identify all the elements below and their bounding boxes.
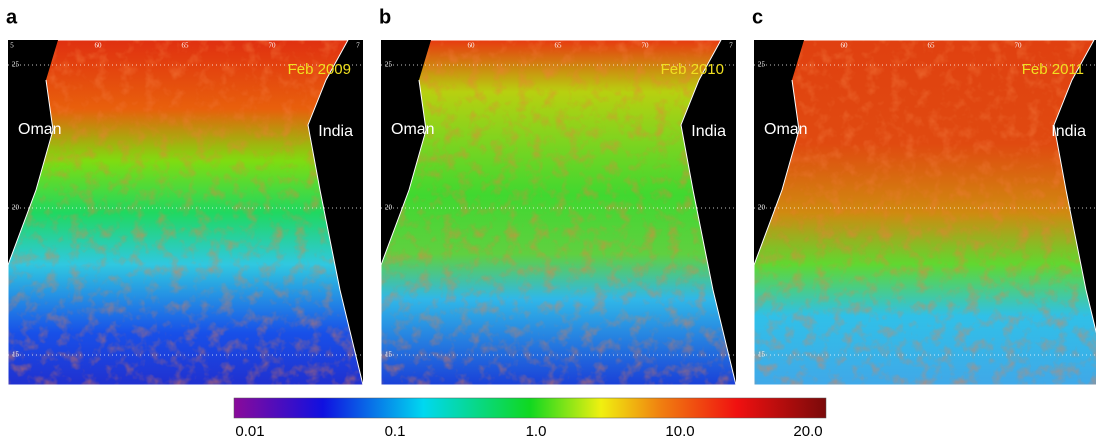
region-label: India <box>691 123 726 140</box>
lat-label: 15 <box>758 351 766 359</box>
colorbar-label: 1.0 <box>526 423 547 440</box>
map-panel: 25 20 15 5 60 65 70 7 Feb 2009 Oman India <box>8 40 363 385</box>
colorbar <box>234 398 826 418</box>
colorbar-label: 0.01 <box>235 423 264 440</box>
lat-label: 20 <box>758 204 766 212</box>
panel-label: c <box>752 6 763 28</box>
lat-label: 15 <box>385 351 393 359</box>
date-label: Feb 2009 <box>288 61 351 78</box>
lon-label: 5 <box>10 42 14 50</box>
lon-label: 65 <box>555 42 563 50</box>
lat-label: 25 <box>385 61 393 69</box>
lat-label: 20 <box>385 204 393 212</box>
map-body: 25 20 15 60 65 70 Feb 2011 Oman India <box>754 40 1096 385</box>
region-label: India <box>318 123 353 140</box>
panel-label: b <box>379 6 391 28</box>
lat-label: 25 <box>758 61 766 69</box>
lon-label: 60 <box>468 42 476 50</box>
region-label: India <box>1051 123 1086 140</box>
figure: a 25 20 15 5 60 65 70 7 Feb 2009 Oman India b 25 20 15 6… <box>0 0 1096 441</box>
map-body: 25 20 15 60 65 70 7 Feb 2010 Oman India <box>381 40 736 385</box>
region-label: Oman <box>18 121 62 138</box>
lat-label: 25 <box>12 61 20 69</box>
map-body: 25 20 15 5 60 65 70 7 Feb 2009 Oman India <box>8 40 363 385</box>
texture <box>754 40 1096 385</box>
texture <box>8 40 363 385</box>
lon-label: 60 <box>95 42 103 50</box>
lat-label: 15 <box>12 351 20 359</box>
lon-label: 70 <box>642 42 650 50</box>
colorbar-label: 20.0 <box>793 423 822 440</box>
lon-label: 70 <box>269 42 277 50</box>
colorbar-label: 0.1 <box>385 423 406 440</box>
map-panel: 25 20 15 60 65 70 7 Feb 2010 Oman India <box>381 40 736 385</box>
region-label: Oman <box>391 121 435 138</box>
lon-label: 65 <box>182 42 190 50</box>
lon-label: 7 <box>356 42 360 50</box>
region-label: Oman <box>764 121 808 138</box>
map-panel: 25 20 15 60 65 70 Feb 2011 Oman India <box>754 40 1096 385</box>
lat-label: 20 <box>12 204 20 212</box>
lon-label: 60 <box>841 42 849 50</box>
lon-label: 70 <box>1015 42 1023 50</box>
lon-label: 65 <box>928 42 936 50</box>
panel-label: a <box>6 6 18 28</box>
colorbar-label: 10.0 <box>665 423 694 440</box>
date-label: Feb 2010 <box>661 61 724 78</box>
lon-label: 7 <box>729 42 733 50</box>
texture <box>381 40 736 385</box>
date-label: Feb 2011 <box>1022 61 1084 78</box>
